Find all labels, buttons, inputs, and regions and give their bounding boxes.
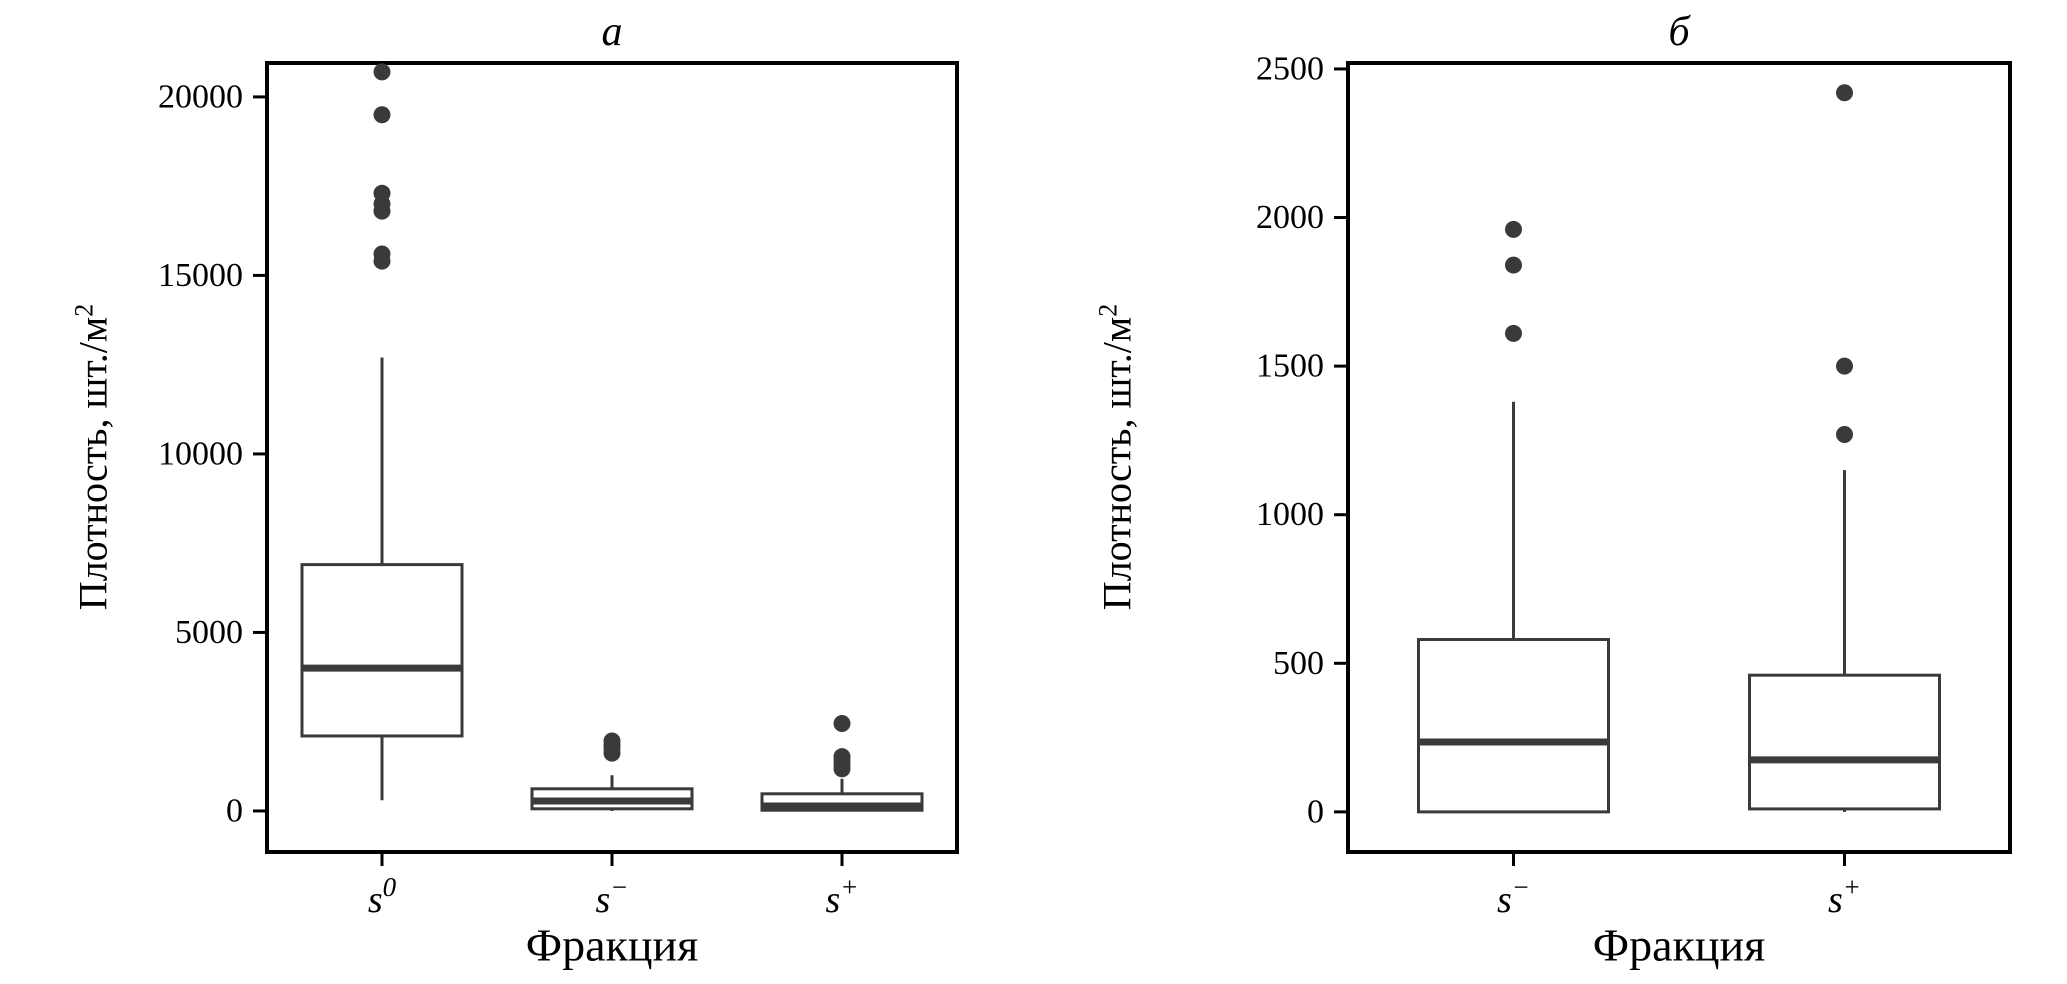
iqr-box — [1417, 638, 1610, 814]
y-tick-label: 2500 — [1256, 50, 1324, 87]
y-tick-label: 10000 — [158, 435, 243, 472]
panel-a-title: а — [601, 9, 623, 55]
outlier-dot — [373, 245, 391, 263]
panel-a-yaxis-title: Плотность, шт./м2 — [69, 304, 116, 610]
outlier-dot — [1505, 324, 1522, 342]
outlier-dot — [373, 63, 391, 81]
panel-a-yaxis-title-text: Плотность, шт./м — [70, 316, 116, 611]
y-tick-label: 1500 — [1256, 348, 1324, 385]
panel-a: 0 5000 10000 15000 20000 s0 s− s+ — [158, 61, 959, 921]
y-tick-label: 500 — [1273, 645, 1324, 682]
outlier-dot — [373, 184, 391, 202]
outlier-dot — [833, 748, 851, 766]
outlier-dot — [833, 714, 851, 732]
iqr-box — [1748, 673, 1941, 811]
panel-b-yaxis-title-text: Плотность, шт./м — [1094, 316, 1140, 611]
y-tick-label: 2000 — [1256, 199, 1324, 236]
y-tick-label: 1000 — [1256, 496, 1324, 533]
y-tick-label: 15000 — [158, 257, 243, 294]
y-tick-label: 20000 — [158, 78, 243, 115]
y-tick-label: 0 — [1307, 793, 1324, 830]
outlier-dot — [373, 106, 391, 124]
outlier-dot — [603, 732, 621, 750]
panel-b-yaxis-title: Плотность, шт./м2 — [1093, 304, 1140, 610]
outlier-dot — [1505, 256, 1522, 274]
outlier-dot — [1836, 357, 1853, 375]
panel-b-yaxis-title-sup: 2 — [1093, 303, 1123, 317]
x-tick-label: s− — [1497, 872, 1530, 921]
panel-b-xaxis-title: Фракция — [1592, 919, 1766, 971]
y-tick-label: 5000 — [175, 614, 243, 651]
x-tick-label: s− — [595, 872, 628, 921]
outlier-dot — [1836, 425, 1853, 443]
panel-b-title: б — [1668, 9, 1690, 55]
x-tick-label: s0 — [368, 872, 397, 921]
panel-a-yaxis-title-sup: 2 — [69, 303, 99, 317]
x-tick-label: s+ — [825, 872, 858, 921]
y-tick-label: 0 — [226, 792, 243, 829]
x-tick-label: s+ — [1828, 872, 1861, 921]
panel-b-frame — [1346, 61, 2012, 854]
panel-b: 0 500 1000 1500 2000 2500 s− s+ — [1256, 50, 2012, 921]
iqr-box — [300, 563, 464, 738]
panel-a-xaxis-title: Фракция — [525, 919, 699, 971]
outlier-dot — [1836, 84, 1853, 102]
outlier-dot — [1505, 220, 1522, 238]
